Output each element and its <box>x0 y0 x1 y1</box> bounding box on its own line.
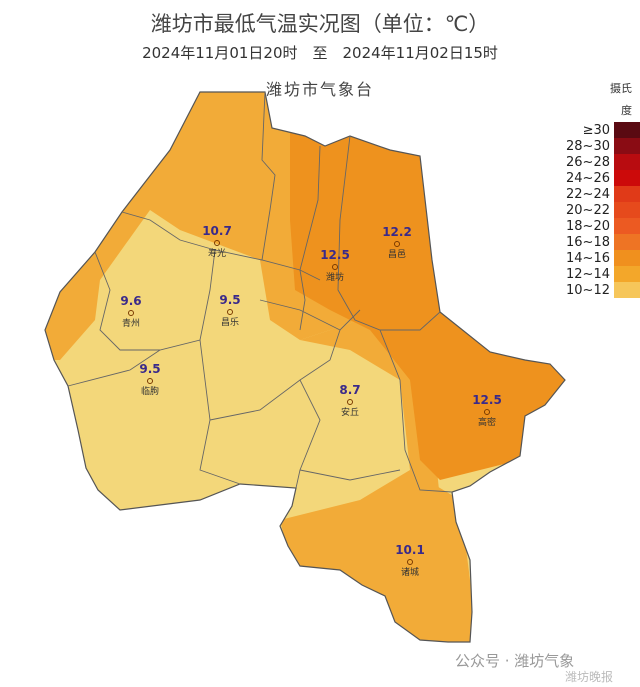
station-4: 9.5 昌乐 <box>219 293 240 328</box>
legend-label: 20~22 <box>566 202 610 218</box>
station-value: 12.2 <box>382 225 412 239</box>
station-name: 昌乐 <box>221 316 239 328</box>
legend-swatch <box>614 266 640 282</box>
legend-swatch <box>614 122 640 138</box>
agency-name: 潍坊市气象台 <box>265 80 374 99</box>
station-value: 10.1 <box>395 543 425 557</box>
station-7: 12.5 高密 <box>472 393 502 428</box>
legend-item: 16~18 <box>560 234 640 250</box>
legend-label: 22~24 <box>566 186 610 202</box>
legend-item: 10~12 <box>560 282 640 298</box>
station-name: 青州 <box>122 317 140 329</box>
legend-label: 24~26 <box>566 170 610 186</box>
station-marker <box>128 310 134 316</box>
station-name: 安丘 <box>341 406 359 418</box>
map-title: 潍坊市最低气温实况图（单位：℃） <box>150 12 490 36</box>
zone-14-16-east <box>290 130 565 480</box>
legend-label: 18~20 <box>566 218 610 234</box>
station-name: 临朐 <box>141 385 159 397</box>
station-6: 8.7 安丘 <box>339 383 360 418</box>
station-5: 9.5 临朐 <box>139 362 160 397</box>
legend-swatch <box>614 282 640 298</box>
station-name: 高密 <box>478 416 496 428</box>
legend-label: 16~18 <box>566 234 610 250</box>
legend-item: 24~26 <box>560 170 640 186</box>
zone-12-14-south <box>280 470 480 642</box>
station-marker <box>147 378 153 384</box>
station-3: 9.6 青州 <box>120 294 141 329</box>
legend-item: 14~16 <box>560 250 640 266</box>
wechat-watermark: 公众号 · 潍坊气象 <box>455 652 575 670</box>
station-value: 9.5 <box>219 293 240 307</box>
station-0: 10.7 寿光 <box>202 224 232 259</box>
station-name: 昌邑 <box>388 249 406 260</box>
station-value: 12.5 <box>320 248 350 262</box>
legend-label: 12~14 <box>566 266 610 282</box>
legend-item: 18~20 <box>560 218 640 234</box>
station-name: 寿光 <box>208 247 226 259</box>
station-marker <box>484 409 490 415</box>
station-2: 12.5 潍坊 <box>320 248 350 283</box>
legend-item: 20~22 <box>560 202 640 218</box>
legend: 摄氏 度 ≥30 28~30 26~28 24~26 22~24 20~22 18~20 16… <box>560 78 640 298</box>
legend-swatch <box>614 250 640 266</box>
legend-item: ≥30 <box>560 122 640 138</box>
legend-swatch <box>614 218 640 234</box>
legend-label: 28~30 <box>566 138 610 154</box>
legend-label: 26~28 <box>566 154 610 170</box>
legend-item: 22~24 <box>560 186 640 202</box>
weibo-watermark: 潍坊晚报 <box>565 670 614 684</box>
station-value: 12.5 <box>472 393 502 407</box>
county-borders <box>67 91 453 493</box>
legend-label: ≥30 <box>582 122 610 138</box>
legend-swatch <box>614 170 640 186</box>
legend-swatch <box>614 138 640 154</box>
legend-label: 14~16 <box>566 250 610 266</box>
station-1: 12.2 昌邑 <box>382 225 412 260</box>
legend-item: 26~28 <box>560 154 640 170</box>
station-value: 9.5 <box>139 362 160 376</box>
station-marker <box>332 264 338 270</box>
legend-item: 28~30 <box>560 138 640 154</box>
legend-swatch <box>614 234 640 250</box>
legend-label: 10~12 <box>566 282 610 298</box>
legend-unit-2: 度 <box>621 104 632 117</box>
legend-swatch <box>614 202 640 218</box>
station-value: 8.7 <box>339 383 360 397</box>
legend-unit: 摄氏 <box>610 82 632 95</box>
station-marker <box>407 559 413 565</box>
station-value: 10.7 <box>202 224 232 238</box>
legend-swatch <box>614 186 640 202</box>
legend-swatch <box>614 154 640 170</box>
station-8: 10.1 诸城 <box>395 543 425 578</box>
station-marker <box>227 309 233 315</box>
time-range: 2024年11月01日20时 至 2024年11月02日15时 <box>142 44 498 62</box>
station-name: 诸城 <box>401 567 419 578</box>
station-marker <box>347 399 353 405</box>
legend-item: 12~14 <box>560 266 640 282</box>
station-value: 9.6 <box>120 294 141 308</box>
station-marker <box>214 240 220 246</box>
station-marker <box>394 241 400 247</box>
station-name: 潍坊 <box>326 271 344 283</box>
